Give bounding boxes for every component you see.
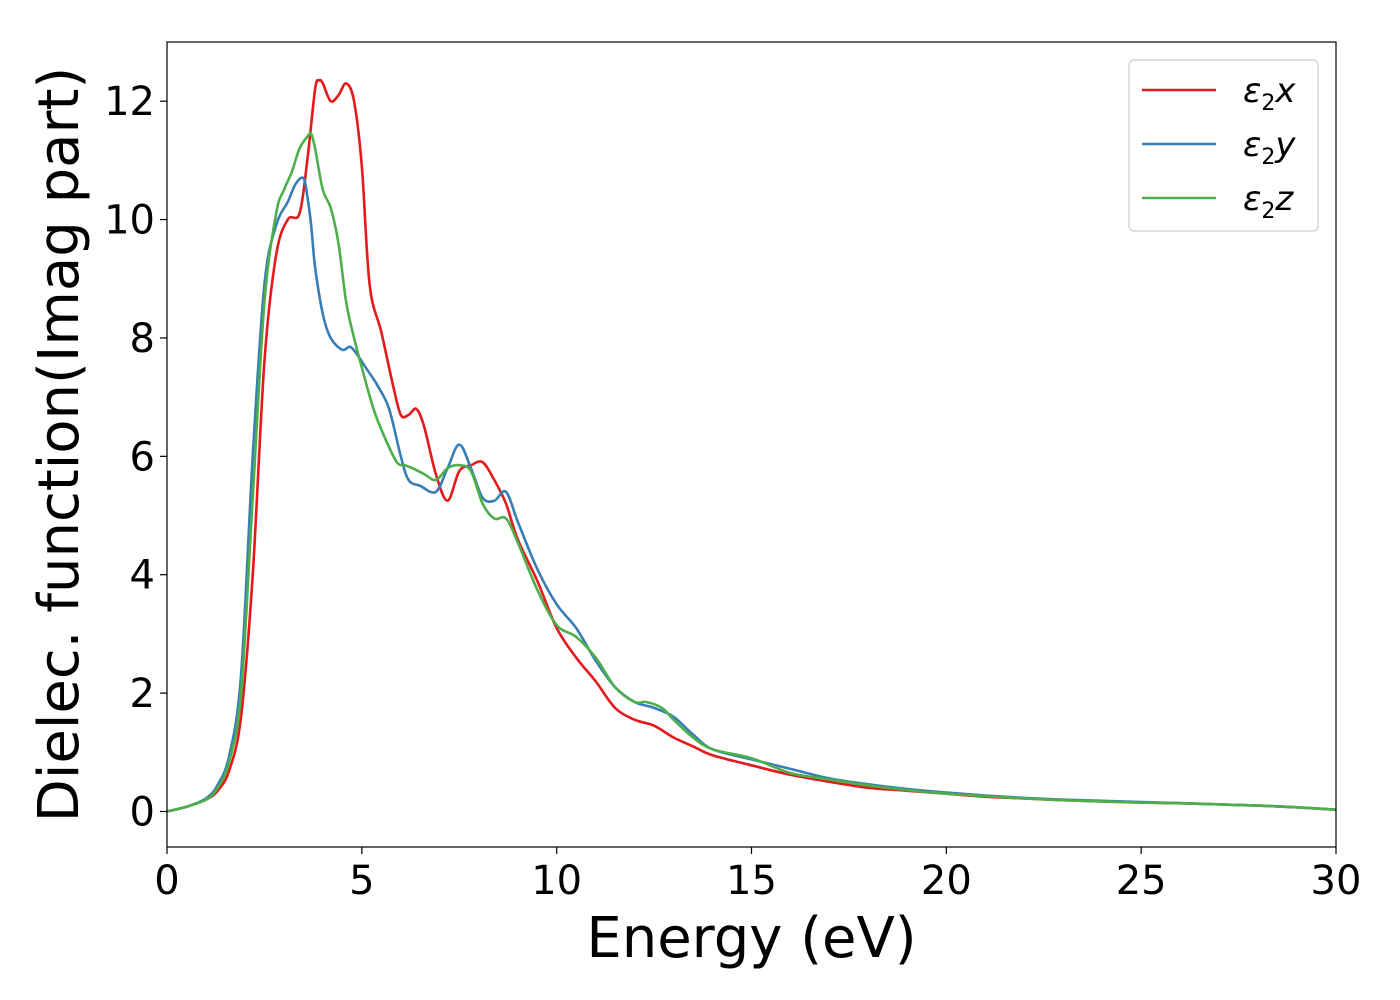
y-axis-label: Dielec. function(Imag part) bbox=[27, 67, 92, 823]
series-line-z bbox=[166, 131, 1337, 813]
x-tick-label: 25 bbox=[1116, 858, 1167, 904]
y-tick-label: 4 bbox=[130, 553, 155, 599]
legend-label-z: ε2z bbox=[1243, 179, 1294, 224]
x-tick-label: 5 bbox=[349, 858, 374, 904]
legend-label-y: ε2y bbox=[1243, 125, 1296, 170]
y-axis-ticks: 0 2 4 6 8 10 12 bbox=[104, 79, 167, 835]
legend-box bbox=[1128, 59, 1319, 232]
x-tick-label: 15 bbox=[726, 858, 777, 904]
x-axis-ticks: 0 5 10 15 20 25 30 bbox=[154, 847, 1361, 904]
y-tick-label: 12 bbox=[104, 79, 155, 125]
x-tick-label: 20 bbox=[921, 858, 972, 904]
series-layer bbox=[166, 78, 1337, 813]
x-axis-label: Energy (eV) bbox=[586, 906, 916, 971]
x-tick-label: 30 bbox=[1311, 858, 1362, 904]
legend: ε2x ε2y ε2z bbox=[1128, 59, 1319, 232]
y-tick-label: 2 bbox=[130, 671, 155, 717]
x-tick-label: 0 bbox=[154, 858, 179, 904]
y-tick-label: 10 bbox=[104, 198, 155, 244]
x-tick-label: 10 bbox=[531, 858, 582, 904]
y-tick-label: 6 bbox=[130, 434, 155, 480]
y-tick-label: 8 bbox=[130, 316, 155, 362]
legend-label-x: ε2x bbox=[1243, 71, 1296, 116]
y-tick-label: 0 bbox=[130, 789, 155, 835]
